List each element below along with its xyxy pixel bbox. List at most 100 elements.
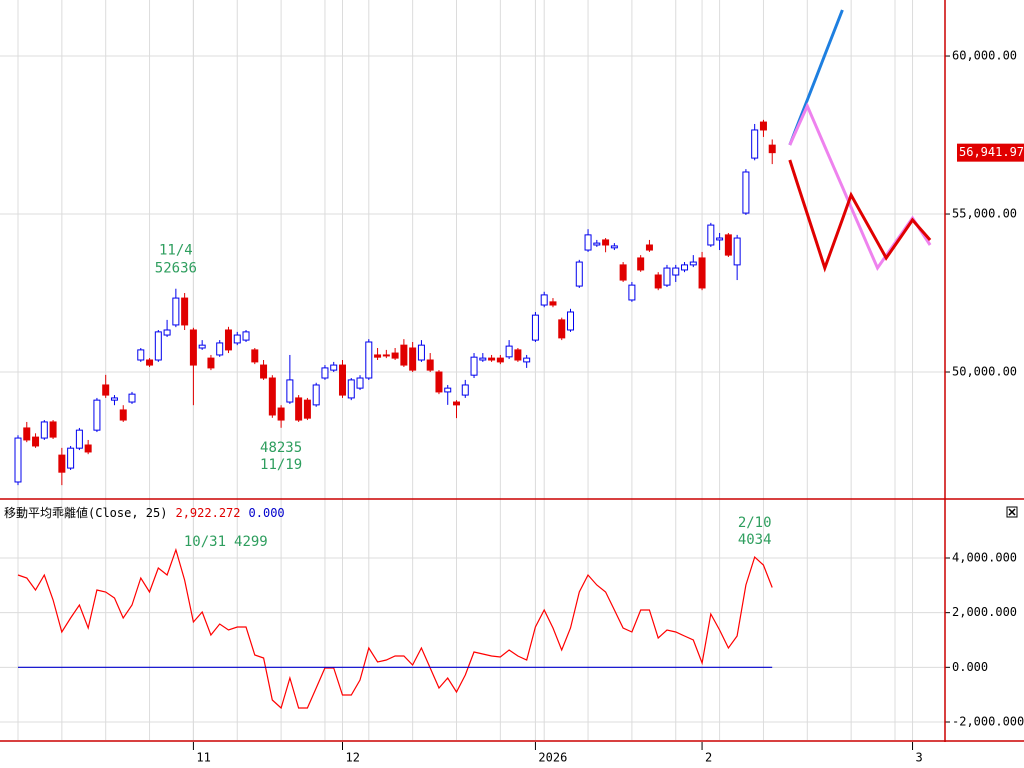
line [17,547,773,710]
candle-body [707,224,715,246]
y-tick-label: 4,000.000 [952,550,1017,564]
readout: 0.000 [249,506,285,520]
candle-body [391,352,399,359]
readout: 2,922.272 [175,506,240,520]
candle-body [523,357,531,363]
candle-body [558,319,566,339]
candle-body [540,294,548,306]
candle-body [575,261,583,287]
candle-body [461,384,469,396]
line [788,102,932,272]
annotation-value: 4299 [234,534,268,550]
candle-body [531,314,539,341]
candle-body [146,359,154,366]
candle-body [496,357,504,363]
candle-body [268,377,276,416]
close-icon-x [1008,508,1016,516]
x-tick-label: 11 [196,751,210,765]
candle-body [84,444,92,453]
candle-body [207,357,215,369]
candle-body [681,264,689,271]
candle-body [716,237,724,241]
candle-body [233,334,241,344]
candle-body [742,171,750,214]
candle-body [593,242,601,246]
candle-body [768,144,776,154]
candle-body [374,354,382,358]
annotation-label: 10/31 [184,534,226,550]
candle-body [549,301,557,306]
y-tick-label: 2,000.000 [952,605,1017,619]
x-tick-label: 2026 [538,751,567,765]
candle-body [23,427,31,441]
candle-body [645,244,653,251]
candle-body [400,344,408,366]
candle-body [584,234,592,251]
candle-body [417,344,425,361]
y-tick-label: 50,000.00 [952,365,1017,379]
candle-body [75,429,83,449]
candle-body [759,121,767,131]
candle-body [330,364,338,371]
candle-body [40,421,48,439]
candle-body [251,349,259,363]
candle-body [102,384,110,396]
candle-body [163,329,171,336]
candle-body [751,129,759,159]
candle-body [663,267,671,286]
candle-body [479,357,487,361]
x-tick-label: 2 [705,751,712,765]
indicator-title: 移動平均乖離値(Close, 25) [4,505,167,520]
x-tick-label: 3 [916,751,923,765]
line [788,159,932,273]
candle-body [110,397,118,401]
candle-body [58,454,66,473]
candle-body [435,371,443,393]
candle-body [637,257,645,271]
candle-body [181,297,189,326]
annotation-value: 48235 [260,440,302,456]
candle-body [224,329,232,351]
candle-body [321,367,329,379]
candle-body [444,387,452,393]
candle-body [365,341,373,379]
candle-body [189,329,197,366]
indicator-header: 移動平均乖離値(Close, 25) 2,922.272 0.000 [4,505,285,520]
candle-body [356,377,364,389]
annotation-label: 2/10 [738,515,772,531]
annotation-label: 11/4 [159,243,193,259]
candle-body [93,399,101,431]
annotation-value: 52636 [155,261,197,277]
annotation-label: 11/19 [260,457,302,473]
candle-body [312,384,320,406]
candle-body [689,261,697,266]
candle-body [67,447,75,469]
candle-body [602,239,610,246]
candle-body [347,379,355,399]
candle-body [154,331,162,361]
candle-body [295,397,303,421]
candle-body [409,347,417,371]
candle-body [698,257,706,289]
candle-body [453,401,460,406]
y-tick-label: 55,000.00 [952,207,1017,221]
x-tick-label: 12 [345,751,359,765]
candle-body [733,237,741,266]
y-tick-label: 60,000.00 [952,49,1017,63]
candle-body [216,342,224,356]
candle-body [488,357,496,361]
y-tick-label: -2,000.000 [952,714,1024,728]
candle-body [172,297,180,326]
candle-body [32,436,40,447]
candle-body [382,354,390,357]
candle-body [137,349,145,361]
candle-body [338,364,346,396]
candle-body [14,437,22,483]
candle-body [567,311,575,331]
candle-body [426,359,434,371]
last-price-box [957,143,1024,162]
candle-body [260,364,268,379]
candle-body [654,274,662,289]
